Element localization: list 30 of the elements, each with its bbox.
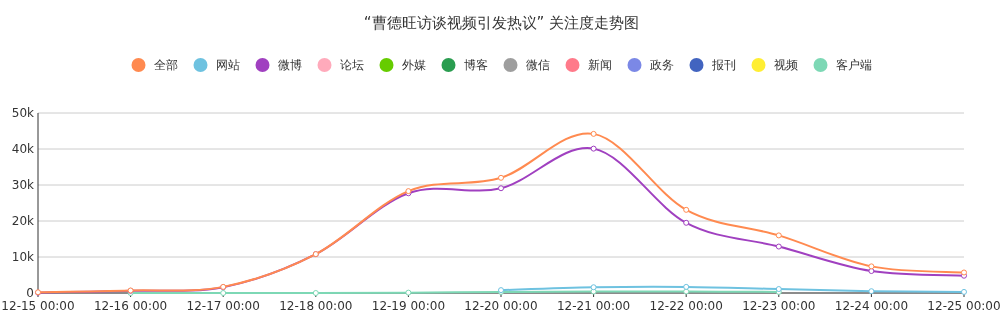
legend-label: 网站 [215, 58, 240, 72]
x-tick-label: 12-22 00:00 [649, 299, 723, 313]
legend-label: 论坛 [339, 58, 364, 72]
y-tick-label: 30k [11, 178, 35, 192]
x-tick-label: 12-23 00:00 [742, 299, 816, 313]
x-tick-label: 12-20 00:00 [464, 299, 538, 313]
x-tick-label: 12-17 00:00 [186, 299, 260, 313]
y-tick-label: 50k [11, 106, 35, 120]
x-tick-label: 12-25 00:00 [927, 299, 1001, 313]
legend-label: 微信 [525, 58, 550, 72]
x-tick-label: 12-19 00:00 [371, 299, 446, 313]
legend-label: 微博 [277, 58, 302, 72]
x-tick-label: 12-16 00:00 [93, 299, 168, 313]
x-tick-label: 12-18 00:00 [279, 299, 353, 313]
y-tick-label: 10k [11, 250, 35, 264]
legend-label: 外媒 [401, 58, 426, 72]
legend-label: 报刊 [710, 58, 736, 72]
chart-title: “曹德旺访谈视频引发热议” 关注度走势图 [363, 14, 640, 32]
x-tick-label: 12-15 00:00 [1, 299, 75, 313]
legend-label: 博客 [463, 58, 488, 72]
y-tick-label: 20k [11, 214, 35, 228]
legend-label: 政务 [649, 58, 674, 72]
x-tick-label: 12-21 00:00 [556, 299, 631, 313]
legend-label: 视频 [773, 58, 798, 72]
y-tick-label: 0 [26, 286, 34, 300]
y-tick-label: 40k [11, 142, 35, 156]
legend-label: 新闻 [587, 58, 612, 72]
legend-label: 客户端 [835, 58, 872, 72]
legend-label: 全部 [153, 58, 178, 72]
x-tick-label: 12-24 00:00 [834, 299, 909, 313]
